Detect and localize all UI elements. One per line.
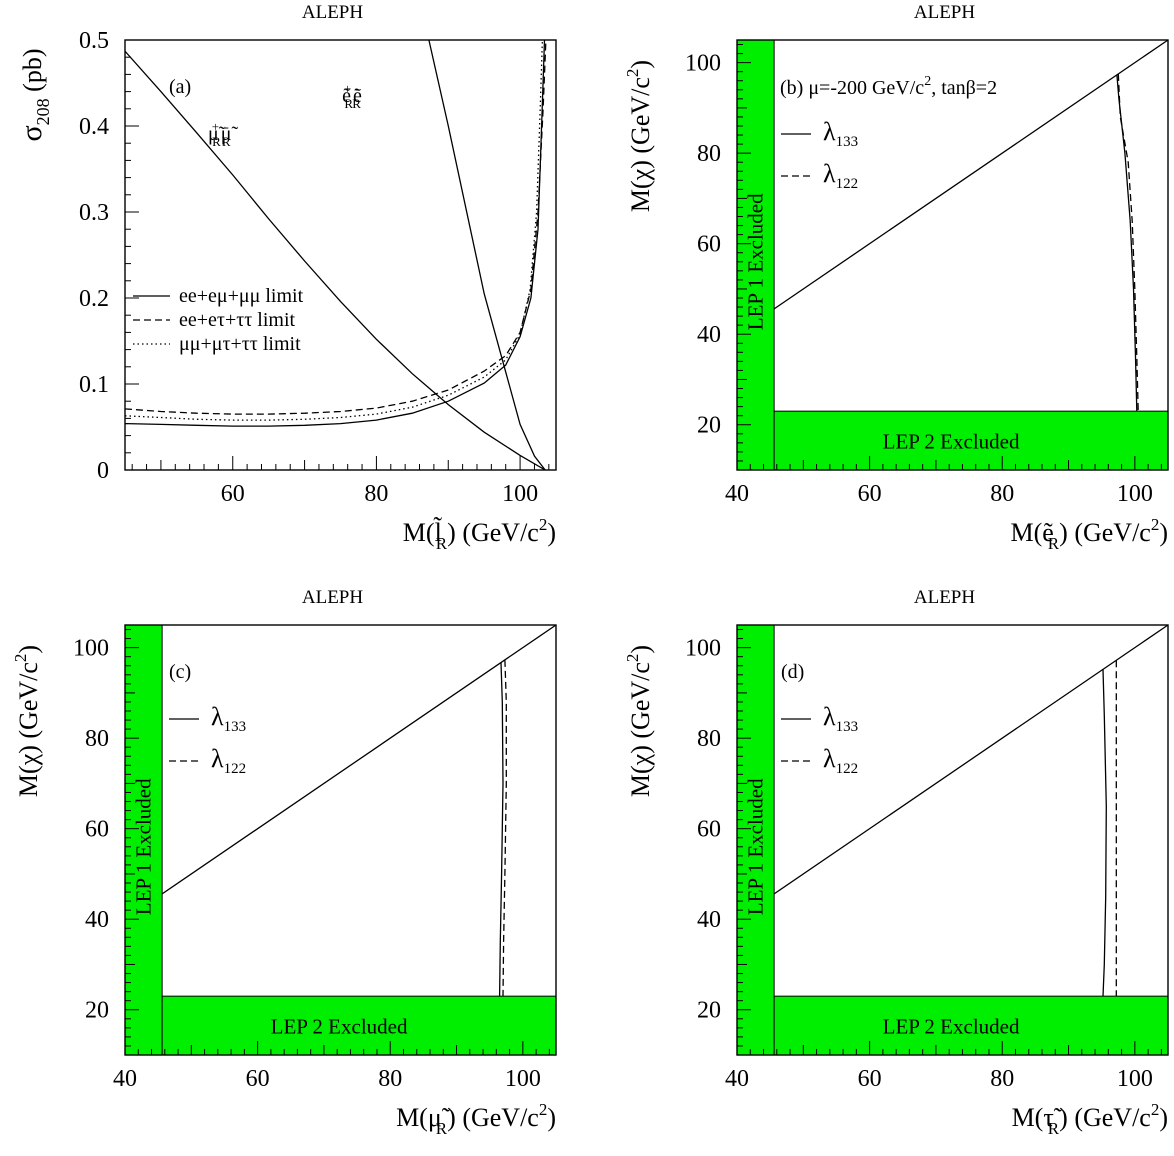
y-tick-label: 0.2 — [79, 286, 109, 312]
lep2-excluded-label: LEP 2 Excluded — [883, 1015, 1020, 1039]
plot-frame — [124, 624, 557, 1056]
series-line-1 — [125, 50, 546, 470]
series-line-2 — [428, 40, 546, 470]
y-tick-label: 80 — [697, 726, 721, 752]
plot-frame — [736, 624, 1169, 1056]
y-axis-label: σ208 (pb) — [15, 49, 53, 142]
y-tick-label: 80 — [85, 726, 109, 752]
legend-label: λ133 — [823, 117, 858, 150]
lep2-excluded-label: LEP 2 Excluded — [883, 430, 1020, 454]
y-tick-label: 0.5 — [79, 28, 109, 54]
x-axis-label: M(τ̃R) (GeV/c2) — [1012, 1100, 1168, 1138]
x-axis-label: M(μ̃R) (GeV/c2) — [396, 1100, 556, 1138]
y-tick-label: 20 — [85, 998, 109, 1024]
y-tick-label: 100 — [685, 636, 721, 662]
lep1-excluded-label: LEP 1 Excluded — [744, 193, 768, 330]
y-tick-label: 0.3 — [79, 200, 109, 226]
y-tick-label: 20 — [697, 413, 721, 439]
kinematic-boundary-line — [773, 624, 1169, 895]
legend-label: λ122 — [211, 744, 246, 777]
series-line-1 — [498, 662, 504, 997]
y-axis-label: M(χ) (GeV/c2) — [11, 645, 43, 797]
y-tick-label: 40 — [85, 907, 109, 933]
lep1-excluded-label: LEP 1 Excluded — [132, 778, 156, 915]
kinematic-boundary-line — [773, 39, 1169, 310]
legend-label: μμ+μτ+ττ limit — [179, 333, 301, 355]
panel-d: ALEPH LEP 1 Excluded LEP 2 Excluded 40 60 80 1… — [623, 587, 1169, 1138]
series-line-4 — [125, 40, 547, 415]
series-line-3 — [125, 40, 546, 427]
y-axis-label: M(χ) (GeV/c2) — [623, 645, 655, 797]
x-tick-label: 80 — [378, 1066, 402, 1092]
y-tick-label: 60 — [85, 817, 109, 843]
panel-label: (b) μ=-200 GeV/c2, tanβ=2 — [780, 74, 997, 99]
x-tick-label: 100 — [505, 1066, 541, 1092]
x-tick-label: 60 — [246, 1066, 270, 1092]
x-tick-label: 40 — [725, 1066, 749, 1092]
y-tick-label: 100 — [73, 636, 109, 662]
panel-label: (d) — [781, 661, 804, 683]
x-axis-label: M(ẽR) (GeV/c2) — [1010, 515, 1168, 553]
y-tick-label: 20 — [697, 998, 721, 1024]
legend-label: λ122 — [823, 744, 858, 777]
panel-label: (a) — [169, 76, 191, 98]
panel-title: ALEPH — [302, 2, 364, 23]
legend-label: ee+eμ+μμ limit — [179, 285, 304, 307]
panel-b: ALEPH LEP 1 Excluded LEP 2 Excluded 40 60 80 1… — [623, 2, 1169, 553]
lep1-excluded-label: LEP 1 Excluded — [744, 778, 768, 915]
plot-frame — [124, 39, 557, 471]
y-tick-label: 100 — [685, 51, 721, 77]
lep2-excluded-region — [161, 995, 557, 1056]
x-tick-label: 60 — [858, 1066, 882, 1092]
x-tick-label: 80 — [990, 1066, 1014, 1092]
y-tick-label: 80 — [697, 141, 721, 167]
y-tick-label: 60 — [697, 817, 721, 843]
y-tick-label: 0 — [97, 458, 109, 484]
legend-label: ee+eτ+ττ limit — [179, 309, 296, 331]
y-tick-label: 0.1 — [79, 372, 109, 398]
panel-label: (c) — [169, 661, 191, 683]
x-tick-label: 100 — [1117, 1066, 1153, 1092]
y-tick-label: 0.4 — [79, 114, 109, 140]
x-tick-label: 100 — [1117, 481, 1153, 507]
x-tick-label: 60 — [858, 481, 882, 507]
x-tick-label: 40 — [725, 481, 749, 507]
y-tick-label: 40 — [697, 322, 721, 348]
y-tick-label: 40 — [697, 907, 721, 933]
particle-annotation-2: ẽ+Rẽ-R — [342, 81, 362, 111]
panel-title: ALEPH — [302, 587, 364, 608]
lep2-excluded-label: LEP 2 Excluded — [271, 1015, 408, 1039]
x-tick-label: 100 — [502, 481, 538, 507]
panel-title: ALEPH — [914, 587, 976, 608]
panel-a: ALEPH 60 80 100 0 0.1 0.2 0.3 0.4 0.5 σ208 (pb) M(l… — [15, 2, 557, 553]
series-line-1 — [1102, 669, 1107, 997]
particle-annotation-1: μ̃+Rμ̃-R — [208, 119, 238, 149]
x-tick-label: 40 — [113, 1066, 137, 1092]
series-line-1 — [1116, 74, 1138, 412]
legend-label: λ133 — [823, 702, 858, 735]
x-tick-label: 60 — [221, 481, 245, 507]
kinematic-boundary-line — [161, 624, 557, 895]
x-axis-label: M(l̃R) (GeV/c2) — [403, 515, 556, 553]
x-tick-label: 80 — [990, 481, 1014, 507]
panel-title: ALEPH — [914, 2, 976, 23]
legend-label: λ122 — [823, 159, 858, 192]
series-line-2 — [502, 659, 507, 997]
plot-frame — [736, 39, 1169, 471]
y-axis-label: M(χ) (GeV/c2) — [623, 60, 655, 212]
panel-c: ALEPH LEP 1 Excluded LEP 2 Excluded 40 60 80 1… — [11, 587, 557, 1138]
legend-label: λ133 — [211, 702, 246, 735]
series-line-5 — [125, 40, 544, 421]
y-tick-label: 60 — [697, 232, 721, 258]
series-line-2 — [1117, 73, 1139, 412]
x-tick-label: 80 — [364, 481, 388, 507]
